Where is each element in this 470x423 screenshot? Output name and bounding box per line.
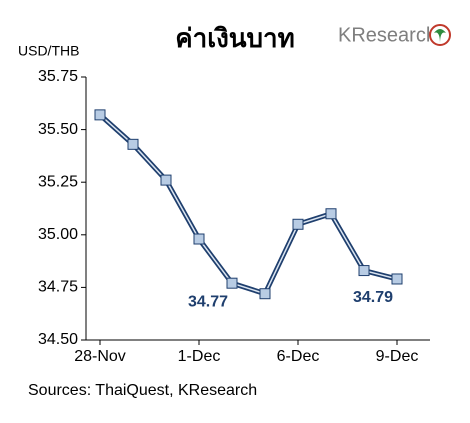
source-note: Sources: ThaiQuest, KResearch xyxy=(28,382,257,399)
y-tick-label: 35.50 xyxy=(38,121,78,138)
chart-title: ค่าเงินบาท xyxy=(175,23,295,53)
y-axis-label: USD/THB xyxy=(18,43,79,59)
marker xyxy=(358,265,370,277)
y-tick-label: 34.75 xyxy=(38,279,78,296)
x-tick-label: 28-Nov xyxy=(74,348,126,365)
x-tick-label: 9-Dec xyxy=(376,348,419,365)
marker xyxy=(127,138,139,150)
marker xyxy=(94,109,106,121)
series-line xyxy=(99,114,398,295)
y-tick-label: 35.75 xyxy=(38,68,78,85)
marker xyxy=(226,277,238,289)
logo-leaf xyxy=(434,29,446,44)
data-label: 34.79 xyxy=(353,289,393,306)
y-tick-label: 35.25 xyxy=(38,173,78,190)
x-tick-label: 6-Dec xyxy=(277,348,320,365)
marker xyxy=(193,233,205,245)
x-tick-label: 1-Dec xyxy=(178,348,221,365)
marker xyxy=(391,273,403,285)
data-label: 34.77 xyxy=(188,293,228,310)
logo: KResearch xyxy=(338,24,437,46)
y-tick-label: 34.50 xyxy=(38,331,78,348)
line-shadow xyxy=(98,113,398,297)
marker xyxy=(160,174,172,186)
y-tick-label: 35.00 xyxy=(38,226,78,243)
marker xyxy=(325,208,337,220)
marker xyxy=(259,288,271,300)
marker xyxy=(292,218,304,230)
